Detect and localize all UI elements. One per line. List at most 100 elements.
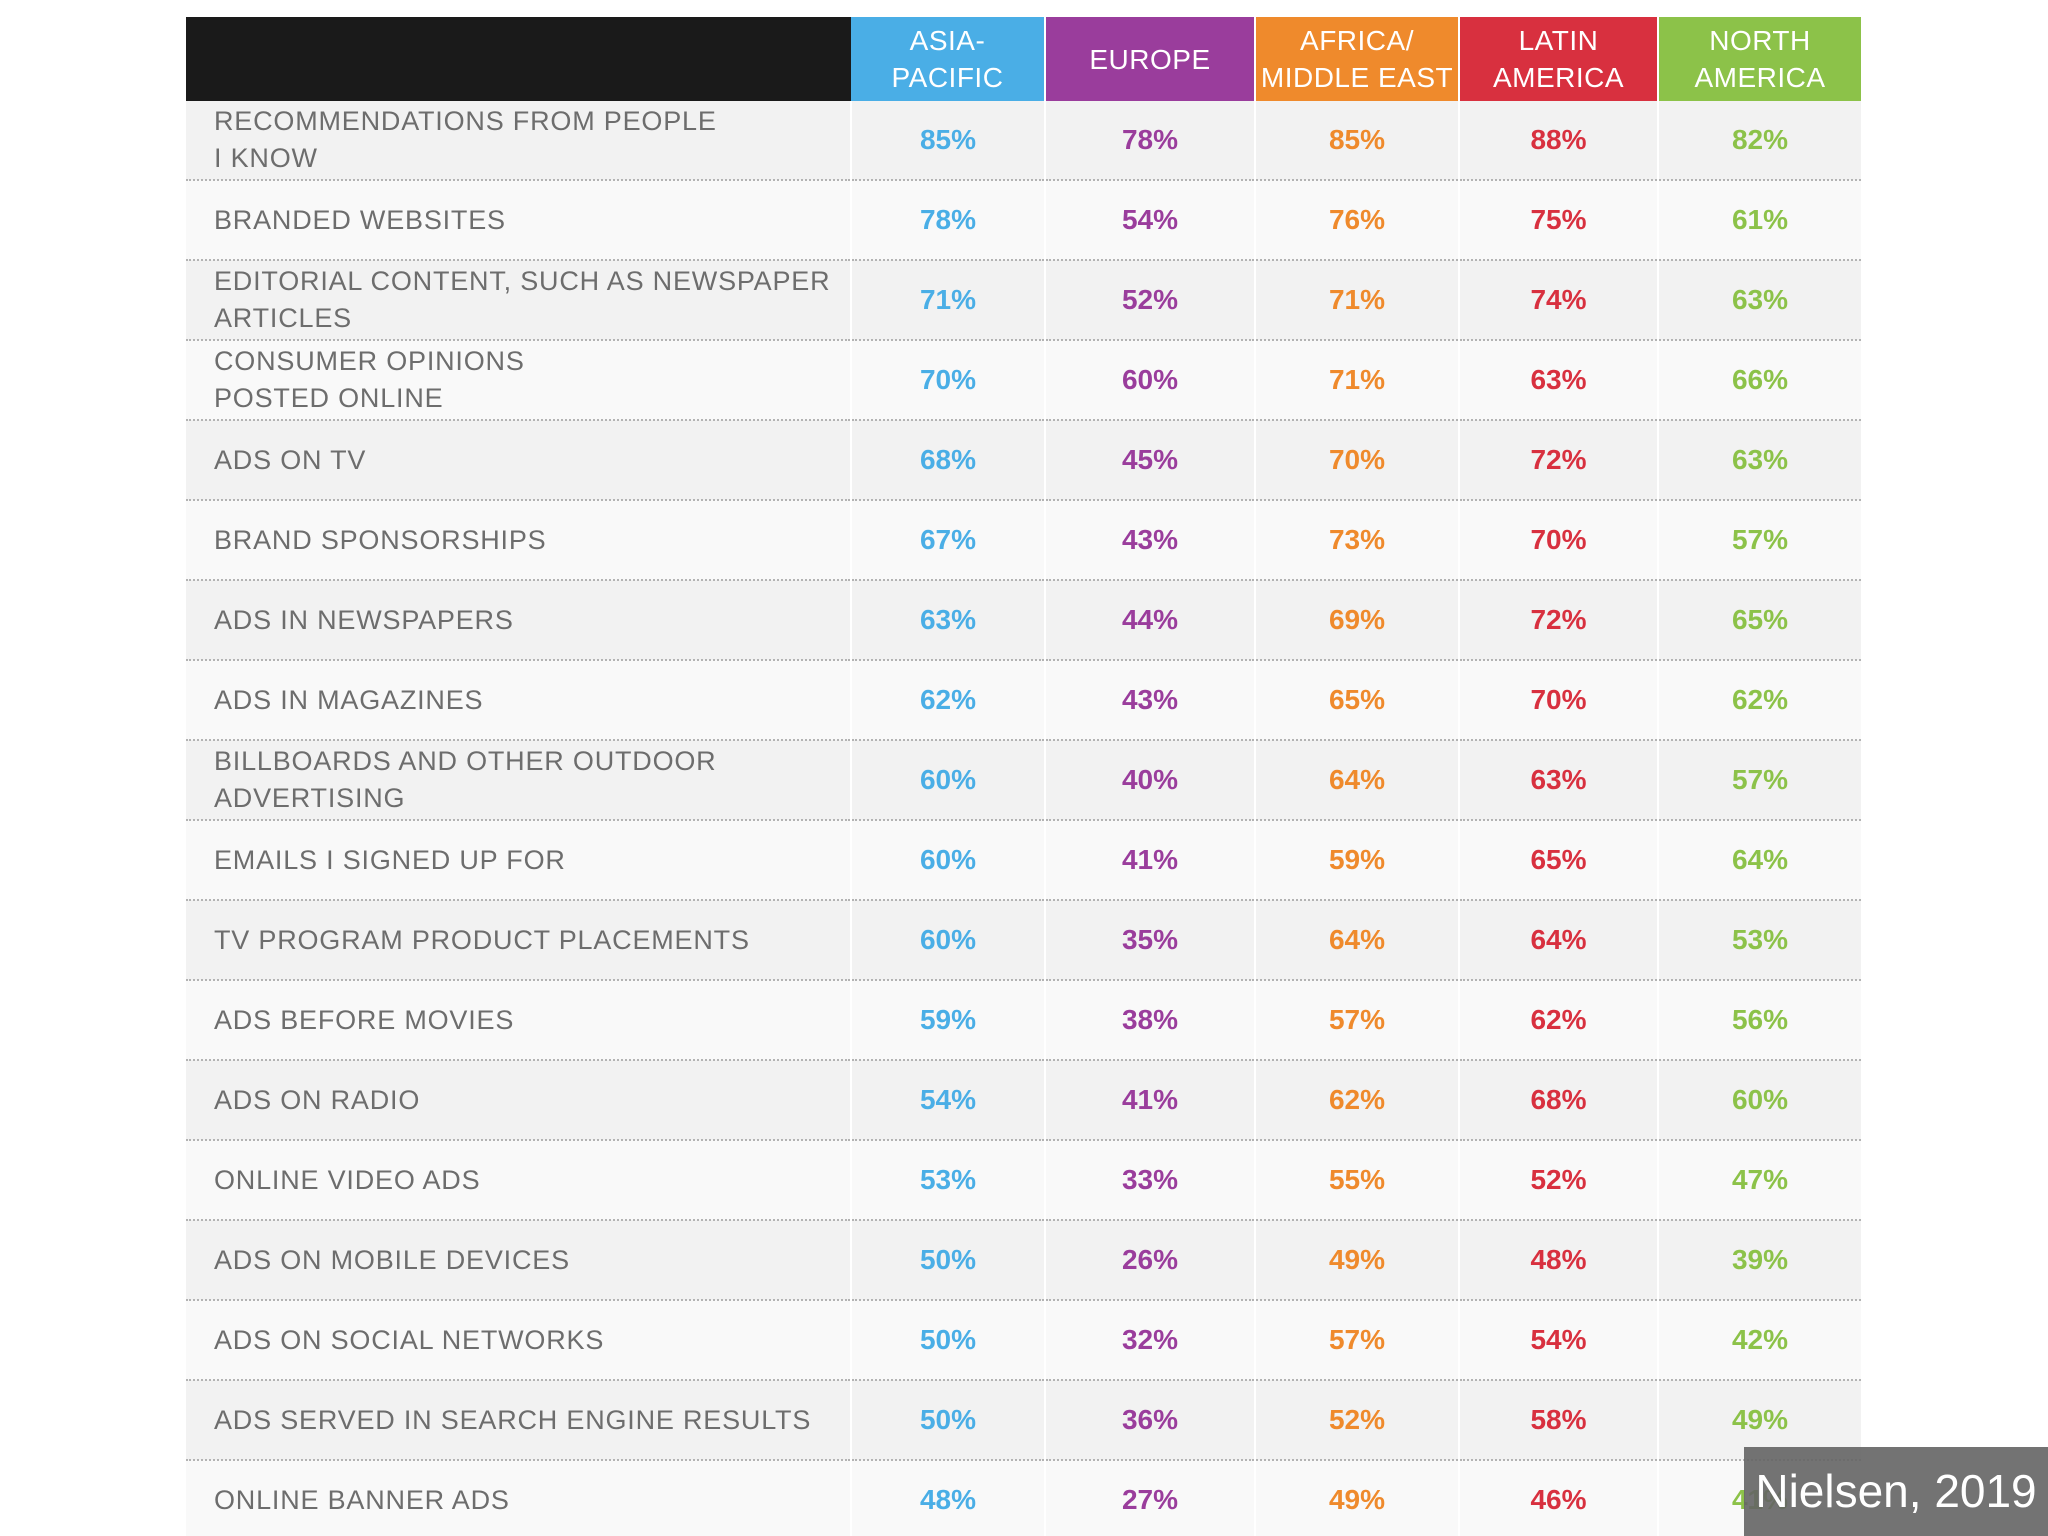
row-label: RECOMMENDATIONS FROM PEOPLE I KNOW: [186, 101, 851, 181]
row-label: ADS IN MAGAZINES: [186, 660, 851, 741]
value-cell: 57%: [1657, 500, 1861, 581]
value-cell: 58%: [1458, 1380, 1658, 1461]
table-row: ADS ON RADIO 54% 41% 62% 68% 60%: [186, 1060, 1861, 1141]
value-cell: 54%: [1044, 180, 1255, 261]
column-header: AFRICA/MIDDLE EAST: [1255, 17, 1460, 101]
value-cell: 57%: [1254, 1300, 1459, 1381]
value-cell: 62%: [850, 660, 1045, 741]
value-cell: 52%: [1458, 1140, 1658, 1221]
table-body: RECOMMENDATIONS FROM PEOPLE I KNOW 85% 78% 8…: [186, 101, 1861, 1536]
value-cell: 26%: [1044, 1220, 1255, 1301]
table-row: BRAND SPONSORSHIPS 67% 43% 73% 70% 57%: [186, 500, 1861, 581]
value-cell: 42%: [1657, 1300, 1861, 1381]
value-cell: 73%: [1254, 500, 1459, 581]
row-label: BRANDED WEBSITES: [186, 180, 851, 261]
table-row: ONLINE VIDEO ADS 53% 33% 55% 52% 47%: [186, 1140, 1861, 1221]
column-header: NORTH AMERICA: [1658, 17, 1861, 101]
table-row: BILLBOARDS AND OTHER OUTDOOR ADVERTISING 6…: [186, 740, 1861, 821]
value-cell: 61%: [1657, 180, 1861, 261]
value-cell: 33%: [1044, 1140, 1255, 1221]
value-cell: 70%: [1458, 500, 1658, 581]
value-cell: 71%: [1254, 260, 1459, 341]
value-cell: 63%: [1458, 740, 1658, 821]
value-cell: 49%: [1254, 1460, 1459, 1536]
value-cell: 72%: [1458, 420, 1658, 501]
value-cell: 60%: [850, 820, 1045, 901]
value-cell: 27%: [1044, 1460, 1255, 1536]
value-cell: 76%: [1254, 180, 1459, 261]
value-cell: 67%: [850, 500, 1045, 581]
value-cell: 50%: [850, 1300, 1045, 1381]
value-cell: 56%: [1657, 980, 1861, 1061]
row-label: BRAND SPONSORSHIPS: [186, 500, 851, 581]
value-cell: 60%: [1657, 1060, 1861, 1141]
value-cell: 68%: [1458, 1060, 1658, 1141]
value-cell: 62%: [1458, 980, 1658, 1061]
value-cell: 59%: [850, 980, 1045, 1061]
value-cell: 78%: [1044, 101, 1255, 181]
value-cell: 35%: [1044, 900, 1255, 981]
value-cell: 40%: [1044, 740, 1255, 821]
value-cell: 71%: [1254, 340, 1459, 421]
trust-in-advertising-table: ASIA- PACIFIC EUROPE AFRICA/MIDDLE EAST LATI…: [186, 17, 1861, 1536]
value-cell: 63%: [850, 580, 1045, 661]
row-label: ADS ON TV: [186, 420, 851, 501]
source-badge: Nielsen, 2019: [1744, 1447, 2048, 1536]
table-row: ADS SERVED IN SEARCH ENGINE RESULTS 50% 36…: [186, 1380, 1861, 1461]
table-row: CONSUMER OPINIONS POSTED ONLINE 70% 60% 71% 6…: [186, 340, 1861, 421]
table-header-row: ASIA- PACIFIC EUROPE AFRICA/MIDDLE EAST LATI…: [186, 17, 1861, 101]
value-cell: 60%: [850, 740, 1045, 821]
row-label: ADS ON RADIO: [186, 1060, 851, 1141]
table-row: ADS ON SOCIAL NETWORKS 50% 32% 57% 54% 42%: [186, 1300, 1861, 1381]
value-cell: 74%: [1458, 260, 1658, 341]
value-cell: 62%: [1657, 660, 1861, 741]
value-cell: 32%: [1044, 1300, 1255, 1381]
value-cell: 43%: [1044, 500, 1255, 581]
value-cell: 65%: [1657, 580, 1861, 661]
value-cell: 39%: [1657, 1220, 1861, 1301]
value-cell: 57%: [1254, 980, 1459, 1061]
row-label: EDITORIAL CONTENT, SUCH AS NEWSPAPER ARTI…: [186, 260, 851, 341]
value-cell: 60%: [850, 900, 1045, 981]
column-header: LATIN AMERICA: [1459, 17, 1659, 101]
value-cell: 75%: [1458, 180, 1658, 261]
value-cell: 36%: [1044, 1380, 1255, 1461]
row-label: CONSUMER OPINIONS POSTED ONLINE: [186, 340, 851, 421]
table-row: TV PROGRAM PRODUCT PLACEMENTS 60% 35% 64% 64…: [186, 900, 1861, 981]
value-cell: 41%: [1044, 820, 1255, 901]
row-label: EMAILS I SIGNED UP FOR: [186, 820, 851, 901]
value-cell: 50%: [850, 1220, 1045, 1301]
table-row: ADS ON TV 68% 45% 70% 72% 63%: [186, 420, 1861, 501]
value-cell: 82%: [1657, 101, 1861, 181]
value-cell: 63%: [1657, 260, 1861, 341]
value-cell: 63%: [1657, 420, 1861, 501]
value-cell: 43%: [1044, 660, 1255, 741]
value-cell: 85%: [850, 101, 1045, 181]
column-header: EUROPE: [1045, 17, 1256, 101]
value-cell: 88%: [1458, 101, 1658, 181]
table-row: BRANDED WEBSITES 78% 54% 76% 75% 61%: [186, 180, 1861, 261]
row-label: ADS ON SOCIAL NETWORKS: [186, 1300, 851, 1381]
value-cell: 45%: [1044, 420, 1255, 501]
row-label: ADS SERVED IN SEARCH ENGINE RESULTS: [186, 1380, 851, 1461]
value-cell: 64%: [1657, 820, 1861, 901]
row-label: TV PROGRAM PRODUCT PLACEMENTS: [186, 900, 851, 981]
value-cell: 53%: [850, 1140, 1045, 1221]
value-cell: 71%: [850, 260, 1045, 341]
value-cell: 69%: [1254, 580, 1459, 661]
value-cell: 64%: [1458, 900, 1658, 981]
value-cell: 47%: [1657, 1140, 1861, 1221]
value-cell: 48%: [850, 1460, 1045, 1536]
table-row: RECOMMENDATIONS FROM PEOPLE I KNOW 85% 78% 8…: [186, 101, 1861, 181]
row-label: ONLINE VIDEO ADS: [186, 1140, 851, 1221]
table-row: EMAILS I SIGNED UP FOR 60% 41% 59% 65% 64%: [186, 820, 1861, 901]
table-row: ADS IN NEWSPAPERS 63% 44% 69% 72% 65%: [186, 580, 1861, 661]
table-row: ADS BEFORE MOVIES 59% 38% 57% 62% 56%: [186, 980, 1861, 1061]
column-header: ASIA- PACIFIC: [851, 17, 1046, 101]
value-cell: 60%: [1044, 340, 1255, 421]
value-cell: 38%: [1044, 980, 1255, 1061]
value-cell: 66%: [1657, 340, 1861, 421]
value-cell: 85%: [1254, 101, 1459, 181]
